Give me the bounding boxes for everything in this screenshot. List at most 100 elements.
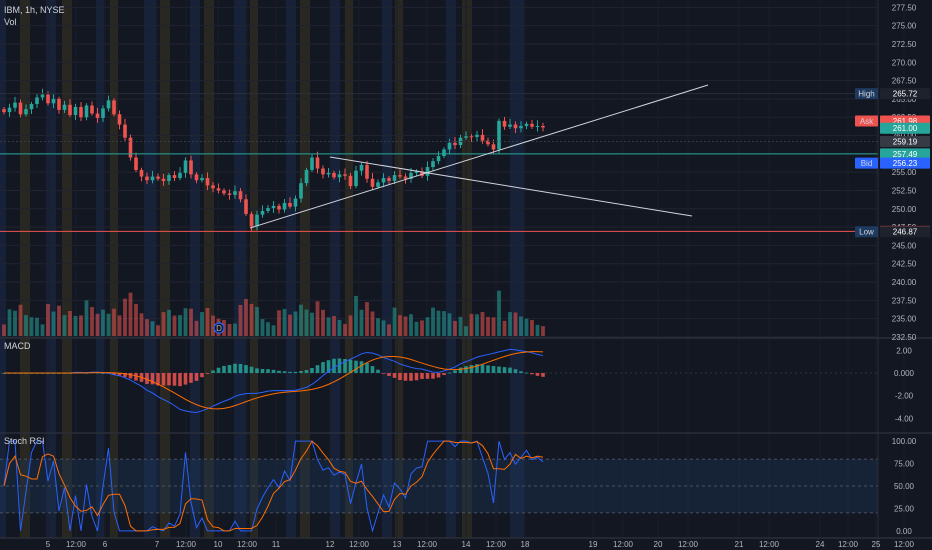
macd-histogram-bar — [431, 373, 435, 379]
volume-bar — [447, 313, 452, 336]
volume-label[interactable]: Vol — [4, 17, 17, 27]
volume-bar — [161, 312, 166, 336]
time-tick-label: 12:00 — [237, 540, 258, 549]
time-tick-label: 14 — [462, 540, 471, 549]
candle-body — [365, 164, 369, 179]
afterhours-band — [144, 0, 156, 538]
volume-bar — [46, 304, 50, 336]
premarket-band — [345, 0, 353, 538]
event-marker[interactable]: D — [213, 322, 225, 334]
candle-body — [310, 157, 314, 170]
candle-body — [299, 183, 303, 199]
candle-body — [123, 124, 127, 138]
macd-label[interactable]: MACD — [4, 341, 31, 351]
macd-histogram-bar — [524, 372, 529, 374]
volume-bar — [167, 309, 171, 336]
time-tick-label: 21 — [735, 540, 744, 549]
macd-histogram-bar — [145, 373, 149, 384]
macd-histogram-bar — [409, 373, 413, 381]
volume-bar — [200, 312, 204, 336]
candle-body — [117, 114, 122, 125]
time-tick-label: 12:00 — [613, 540, 634, 549]
price-tick-label: 242.50 — [892, 260, 917, 269]
ask-label: Ask — [860, 117, 874, 126]
stoch-tick-label: 100.00 — [892, 437, 917, 446]
macd-histogram-bar — [178, 373, 182, 387]
candle-body — [304, 169, 309, 184]
candle-body — [315, 157, 320, 169]
time-tick-label: 12:00 — [894, 540, 915, 549]
price-tick-label: 277.50 — [892, 3, 917, 12]
ascending-trendline — [249, 84, 709, 229]
volume-bar — [425, 317, 430, 336]
candle-body — [68, 104, 72, 116]
afterhours-band — [446, 0, 456, 538]
stoch-rsi-label[interactable]: Stoch RSI — [4, 436, 45, 446]
volume-bar — [464, 326, 468, 336]
macd-histogram-bar — [497, 366, 501, 374]
macd-histogram-bar — [183, 373, 188, 385]
trend-lines[interactable] — [249, 84, 709, 229]
candle-body — [172, 175, 177, 179]
candle-body — [277, 205, 281, 210]
macd-histogram-bar — [370, 366, 375, 374]
macd-histogram-bar — [123, 373, 127, 378]
candle-body — [535, 126, 540, 128]
candle-body — [46, 94, 50, 104]
macd-histogram-bar — [337, 358, 342, 374]
volume-bar — [480, 312, 485, 336]
volume-bar — [156, 325, 160, 336]
bid-label: Bid — [861, 159, 873, 168]
afterhours-band — [46, 0, 56, 538]
volume-bar — [524, 318, 529, 336]
volume-bar — [282, 308, 287, 336]
candle-body — [332, 172, 336, 178]
volume-bar — [458, 316, 463, 336]
volume-bar — [35, 317, 39, 336]
volume-bar — [475, 314, 479, 336]
volume-bar — [403, 316, 408, 336]
premarket-band — [462, 0, 472, 538]
high-price-tag: 265.72 — [893, 90, 918, 99]
time-tick-label: 24 — [816, 540, 825, 549]
candle-body — [200, 178, 204, 181]
volume-bar — [354, 295, 358, 336]
price-tick-label: 265.00 — [892, 95, 917, 104]
candle-body — [51, 98, 56, 104]
candle-body — [57, 98, 61, 110]
time-tick-label: 12:00 — [349, 540, 370, 549]
volume-bar — [62, 315, 67, 336]
volume-bar — [370, 311, 375, 336]
volume-bar — [502, 320, 507, 336]
volume-bar — [398, 315, 402, 336]
last-price-tag: 261.00 — [893, 124, 918, 133]
candle-body — [183, 160, 188, 173]
volume-bars — [2, 290, 545, 336]
macd-histogram-bar — [392, 373, 397, 378]
macd-histogram-bar — [161, 373, 166, 386]
volume-bar — [469, 313, 474, 336]
macd-histogram-bar — [486, 365, 490, 374]
volume-bar — [332, 316, 336, 336]
candle-body — [370, 178, 375, 187]
premarket-band — [204, 0, 214, 538]
volume-bar — [310, 312, 314, 336]
session-shading — [0, 0, 524, 538]
candle-body — [321, 168, 325, 175]
price-candles — [2, 88, 545, 232]
symbol-title[interactable]: IBM, 1h, NYSE — [4, 5, 65, 15]
macd-histogram-bar — [414, 373, 419, 381]
candle-body — [359, 164, 364, 171]
candle-body — [288, 202, 292, 207]
volume-bar — [376, 318, 380, 336]
volume-bar — [79, 315, 83, 336]
candle-body — [530, 123, 534, 127]
candle-body — [233, 191, 237, 195]
macd-histogram-bar — [167, 373, 171, 386]
stoch-tick-label: 75.00 — [894, 460, 915, 469]
candle-body — [293, 198, 298, 207]
macd-histogram-bar — [205, 373, 210, 374]
